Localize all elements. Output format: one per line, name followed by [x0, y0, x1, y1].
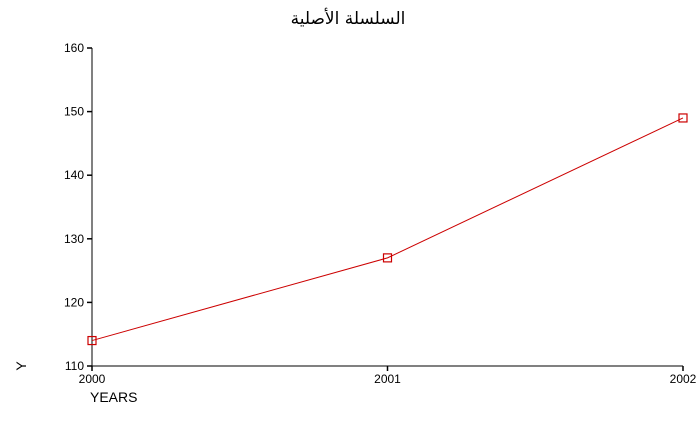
- data-point-marker: [87, 335, 97, 346]
- y-axis-title: Y: [13, 361, 29, 371]
- x-tick-label: 2000: [79, 372, 106, 386]
- y-tick-label: 140: [64, 168, 84, 182]
- data-point-marker: [678, 113, 688, 123]
- series-line: [91, 117, 684, 342]
- x-tick-label: 2002: [670, 372, 696, 386]
- x-axis: 2000 2001 2002: [79, 365, 696, 386]
- y-tick-label: 120: [64, 295, 84, 309]
- chart-title: السلسلة الأصلية: [291, 8, 406, 29]
- y-tick-label: 130: [64, 232, 84, 246]
- y-tick-label: 110: [65, 359, 84, 373]
- x-axis-title: YEARS: [90, 389, 137, 405]
- y-axis: 110 120 130 140 150 160: [64, 41, 93, 373]
- data-point-marker: [382, 253, 393, 263]
- y-tick-label: 150: [64, 105, 84, 119]
- y-tick-label: 160: [64, 41, 84, 55]
- series-layer: [87, 113, 688, 346]
- x-tick-label: 2001: [374, 372, 401, 386]
